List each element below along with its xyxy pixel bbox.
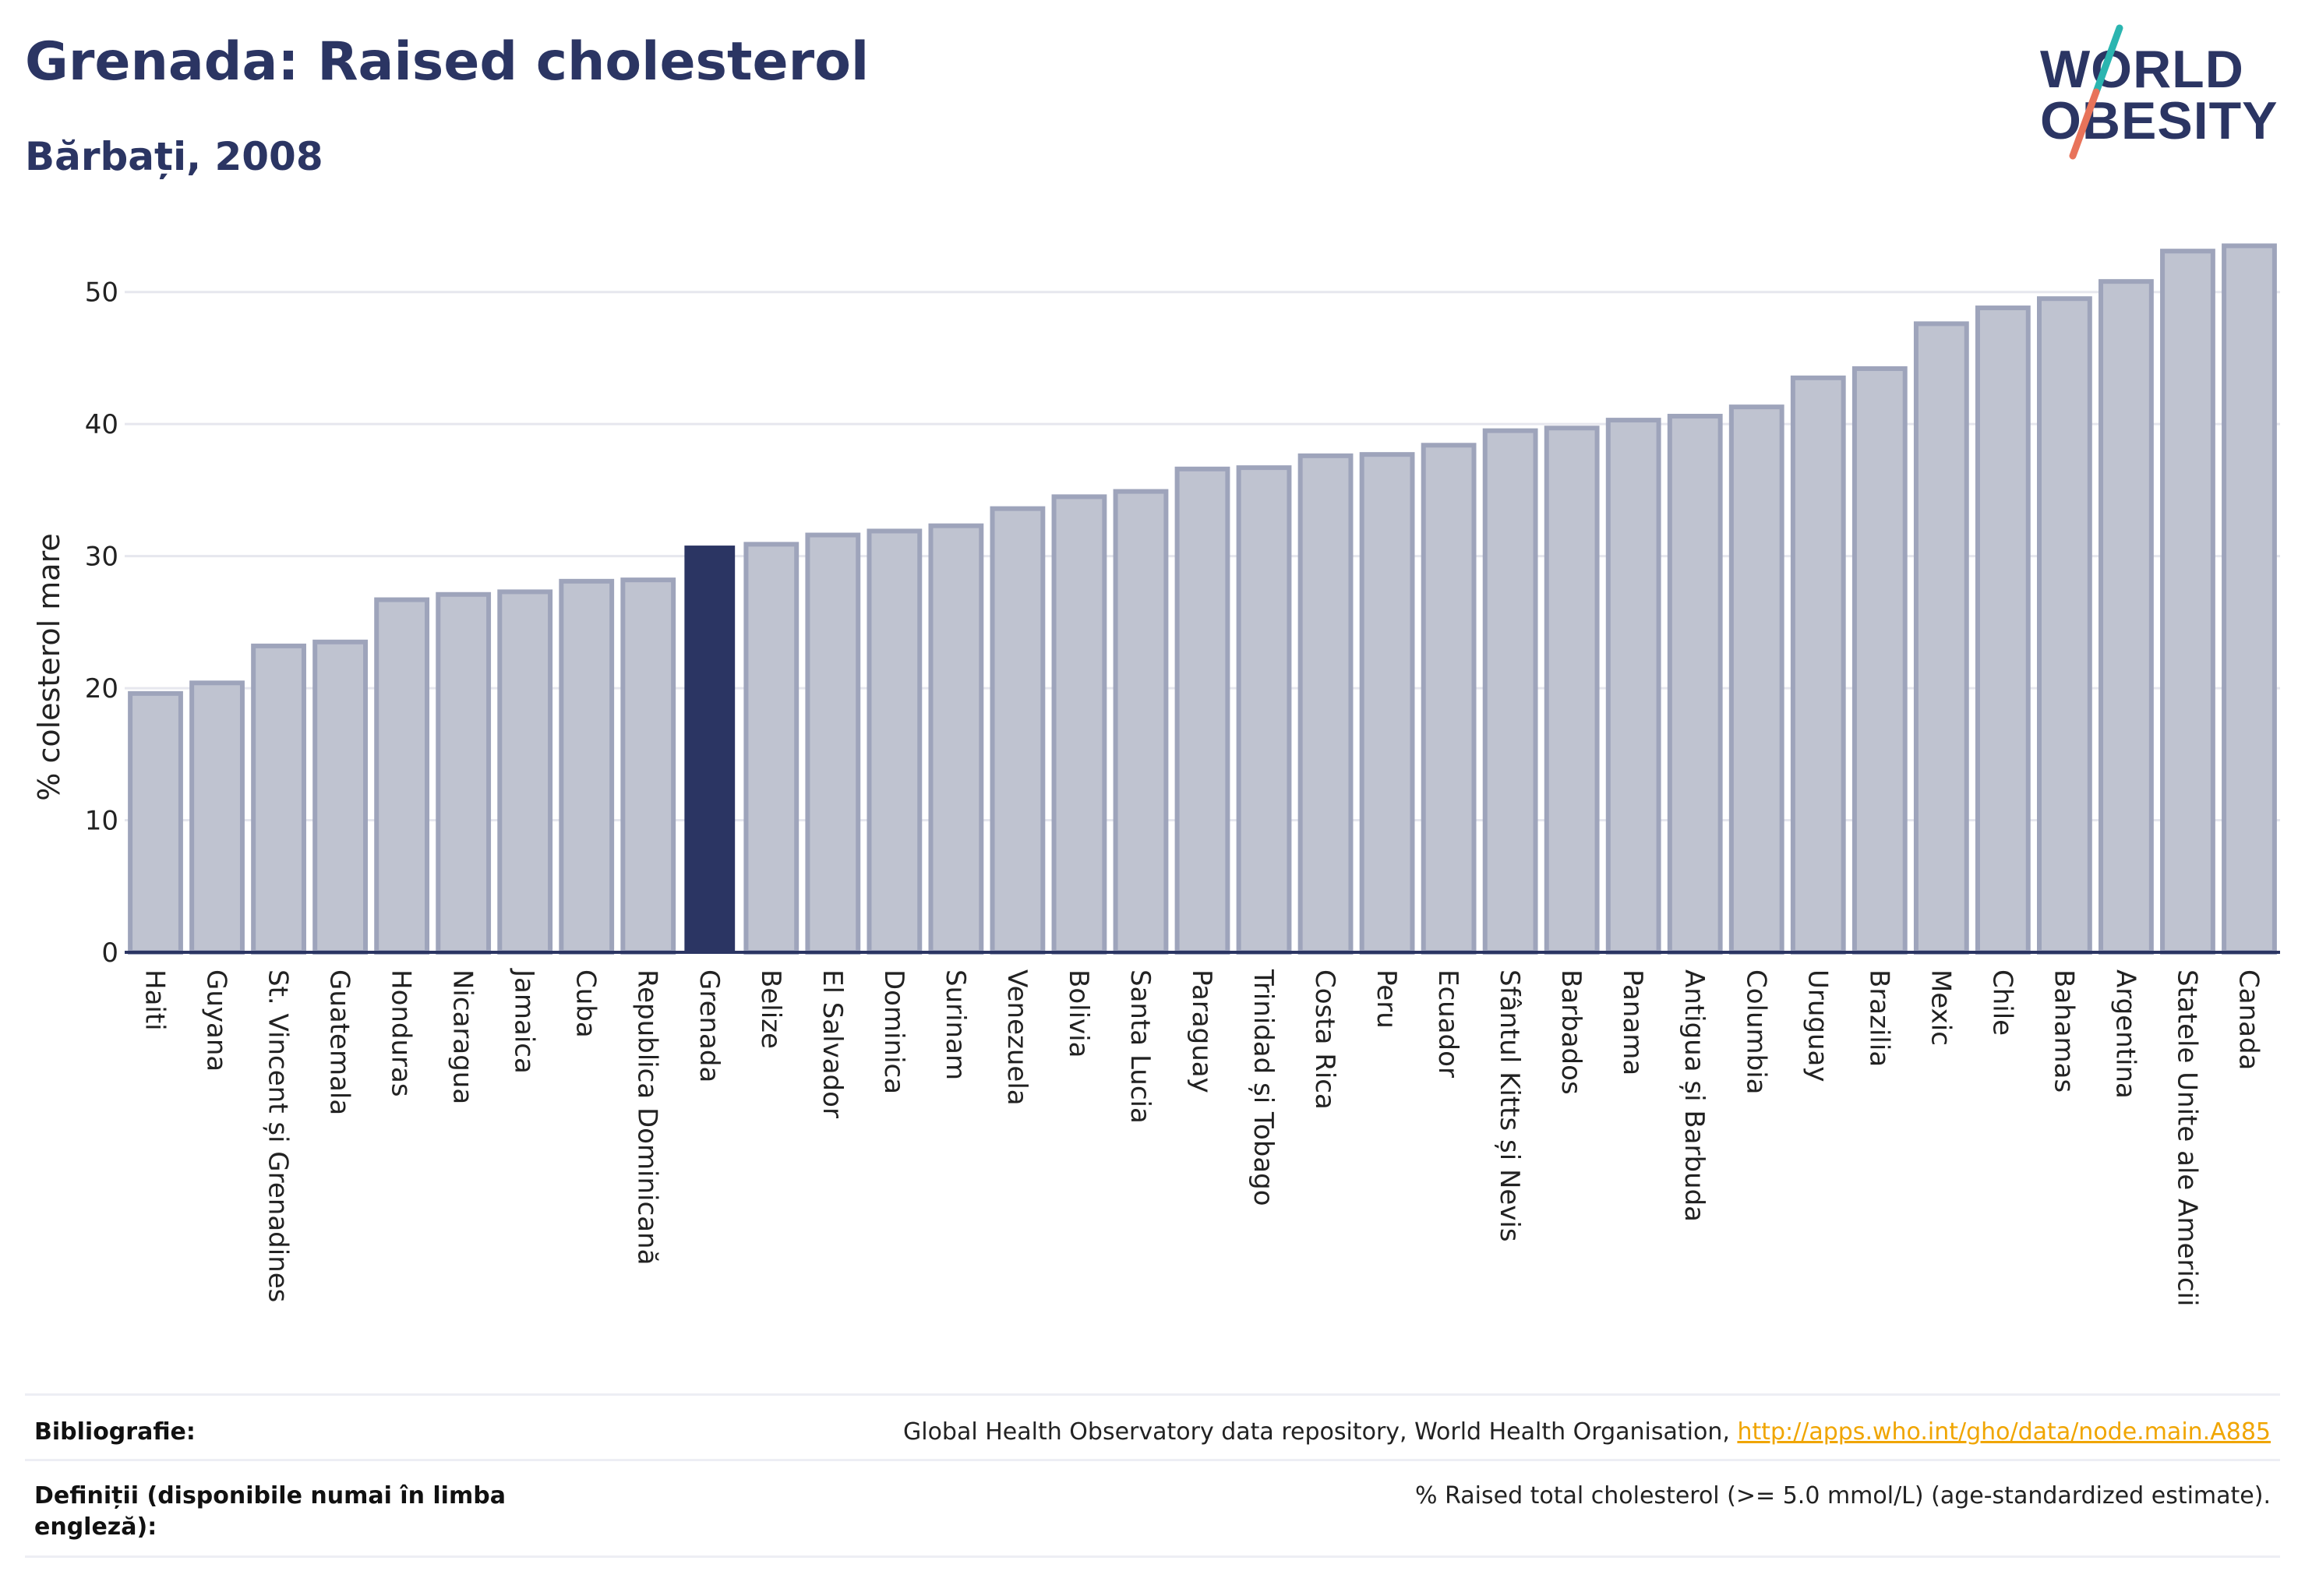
x-tick-label: Belize [755,969,786,1049]
bar-argentina [2099,279,2154,955]
x-tick-label: Panama [1617,969,1648,1075]
y-axis-title: % colesterol mare [32,533,66,800]
x-tick-label: Jamaica [509,968,540,1074]
chart-subtitle: Bărbați, 2008 [25,134,323,179]
bar-belize [743,542,800,955]
logo-line1: WORLD [2040,40,2244,99]
bibliography-link[interactable]: http://apps.who.int/gho/data/node.main.A… [1737,1418,2271,1446]
bibliography-value: Global Health Observatory data repositor… [903,1417,2271,1448]
logo-slash-teal [2092,24,2123,96]
x-tick-label: Guatemala [324,969,355,1115]
x-tick-label: Guyana [201,969,232,1072]
y-tick-label: 10 [85,806,118,837]
bar-paraguay [1174,466,1230,955]
bar-venezuela [990,506,1046,955]
bar-honduras [374,597,430,955]
bar-bahamas [2036,296,2092,955]
bar-trinidad-i-tobago [1236,465,1292,955]
y-tick-label: 40 [85,409,118,440]
bar-peru [1359,452,1415,955]
definitions-label: Definiții (disponibile numai în limba en… [34,1482,506,1541]
logo-slash-coral [2069,88,2100,160]
x-tick-label: Nicaragua [447,969,478,1104]
bar-guatemala [312,639,369,955]
bar-bolivia [1051,494,1107,955]
x-tick-label: Argentina [2109,969,2141,1099]
bar-mexic [1913,321,1969,955]
bar-sf-ntul-kitts-i-nevis [1482,428,1538,955]
x-tick-label: Trinidad și Tobago [1248,969,1279,1206]
x-tick-label: Columbia [1740,969,1771,1095]
x-tick-label: El Salvador [817,969,848,1118]
y-tick-label: 0 [101,937,118,969]
x-tick-label: St. Vincent și Grenadines [263,969,294,1302]
x-tick-label: Chile [1986,969,2017,1036]
bar-chart: 0 10 20 30 40 50 % colesterol mare Haiti Guyana S… [32,243,2280,1306]
x-tick-label: Statele Unite ale Americii [2171,969,2202,1306]
bar-antigua-i-barbuda [1667,414,1723,955]
bar-statele-unite-ale-americii [2160,249,2215,955]
x-tick-label: Cuba [570,969,602,1038]
footer-divider-top [25,1393,2280,1396]
x-tick-label: Antigua și Barbuda [1678,969,1710,1222]
bar-uruguay [1790,375,1846,955]
bar-haiti [128,690,183,955]
x-tick-label: Venezuela [1001,969,1032,1106]
x-tick-label: Costa Rica [1309,969,1340,1110]
bar-columbia [1728,404,1784,955]
x-tick-label: Dominica [878,969,909,1094]
bar-grenada [684,546,736,952]
bar-panama [1605,418,1661,955]
bar-costa-rica [1297,453,1354,955]
bar-cuba [559,578,615,955]
x-tick-label: Ecuador [1432,969,1463,1078]
bar-chile [1975,305,2031,955]
bibliography-label: Bibliografie: [34,1418,196,1446]
bibliography-text: Global Health Observatory data repositor… [903,1418,1730,1446]
x-tick-label: Sfântul Kitts și Nevis [1494,969,1525,1242]
y-tick-label: 30 [85,542,118,573]
x-tick-label: Mexic [1925,969,1956,1046]
bar-guyana [189,680,245,955]
x-tick-label: Santa Lucia [1124,969,1156,1124]
bar-dominica [867,528,923,955]
x-tick-label: Grenada [694,969,725,1082]
chart-title: Grenada: Raised cholesterol [25,31,870,93]
x-tick-label: Barbados [1555,969,1587,1095]
bar-brazilia [1851,366,1908,955]
bar-santa-lucia [1113,489,1169,955]
bar-nicaragua [436,591,492,955]
x-tick-label: Honduras [386,969,417,1097]
footer-divider-middle [25,1459,2280,1461]
bar-el-salvador [805,532,861,955]
bar-surinam [928,523,984,955]
x-tick-label: Republica Dominicană [632,969,663,1265]
bar-canada [2222,243,2277,955]
x-tick-label: Uruguay [1802,969,1833,1082]
x-tick-label: Bolivia [1063,969,1094,1058]
bar-st-vincent-i-grenadines [251,643,306,955]
bar-republica-dominican- [620,577,676,955]
bar-ecuador [1421,443,1477,955]
bar-barbados [1544,425,1600,955]
x-tick-label: Peru [1371,969,1402,1029]
y-tick-label: 50 [85,277,118,309]
bar-jamaica [497,589,553,955]
footer-divider-bottom [25,1555,2280,1558]
x-tick-label: Paraguay [1186,969,1217,1093]
x-tick-label: Haiti [139,969,171,1031]
x-tick-label: Surinam [940,969,971,1080]
definitions-text: % Raised total cholesterol (>= 5.0 mmol/… [1415,1482,2271,1509]
x-tick-label: Canada [2233,969,2264,1070]
x-tick-label: Brazilia [1863,969,1894,1067]
world-obesity-logo: WORLD OBESITY [2040,24,2278,160]
y-tick-label: 20 [85,673,118,704]
x-tick-label: Bahamas [2048,969,2079,1093]
